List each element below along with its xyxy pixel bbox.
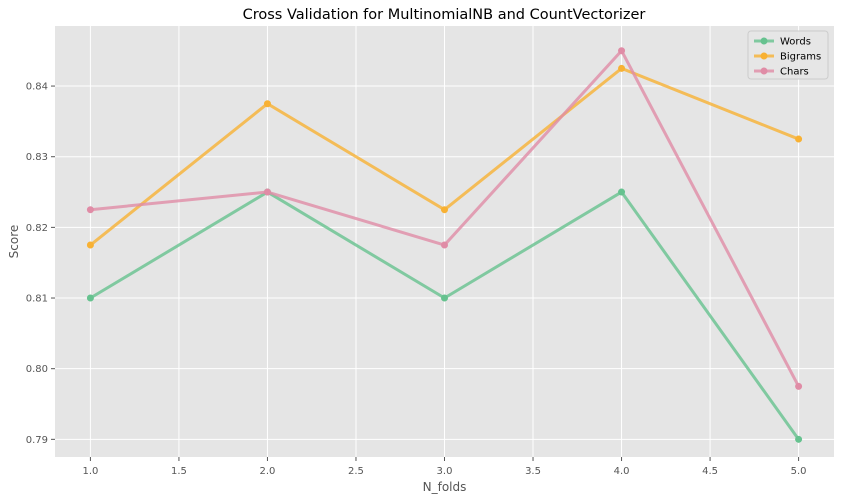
y-tick-label: 0.84 (26, 82, 48, 93)
y-tick-label: 0.81 (26, 294, 48, 305)
x-tick-label: 5.0 (791, 466, 807, 477)
x-tick-label: 2.5 (348, 466, 364, 477)
data-point-words (618, 188, 626, 196)
y-tick-label: 0.80 (26, 364, 48, 375)
data-point-words (86, 294, 94, 302)
x-tick-label: 3.5 (525, 466, 541, 477)
data-point-bigrams (86, 241, 94, 249)
legend-label-chars: Chars (780, 67, 809, 78)
data-point-chars (441, 241, 448, 249)
series-bigrams (86, 64, 803, 249)
data-point-words (795, 435, 803, 443)
data-point-chars (795, 382, 803, 390)
data-point-chars (86, 206, 94, 214)
legend-marker-words (760, 37, 768, 45)
chart-title: Cross Validation for MultinomialNB and C… (243, 7, 646, 23)
y-tick-label: 0.83 (26, 152, 48, 163)
legend-label-words: Words (780, 37, 811, 48)
legend-box (747, 30, 829, 80)
x-tick-label: 3.0 (437, 466, 453, 477)
data-point-bigrams (263, 100, 271, 108)
x-tick-label: 4.5 (702, 466, 718, 477)
series-chars (86, 47, 803, 390)
data-point-bigrams (795, 135, 803, 143)
legend: Words Bigrams Chars (747, 30, 829, 80)
data-point-chars (618, 47, 626, 55)
legend-label-bigrams: Bigrams (780, 52, 821, 63)
series (86, 47, 803, 443)
data-point-words (441, 294, 448, 302)
data-point-bigrams (441, 206, 448, 214)
x-tick-label: 1.0 (82, 466, 98, 477)
y-tick-label: 0.82 (26, 223, 48, 234)
data-point-chars (263, 188, 271, 196)
y-axis-label: Score (7, 225, 21, 259)
legend-marker-chars (760, 67, 768, 75)
axis-ticks: 1.0 1.5 2.0 2.5 3.0 3.5 4.0 4.5 5.0 0.79 0.80 0.81 0… (26, 82, 807, 477)
x-tick-label: 2.0 (260, 466, 276, 477)
data-point-bigrams (618, 64, 626, 72)
x-tick-label: 4.0 (614, 466, 630, 477)
legend-marker-bigrams (760, 52, 768, 60)
y-tick-label: 0.79 (26, 435, 48, 446)
x-tick-label: 1.5 (171, 466, 187, 477)
x-axis-label: N_folds (423, 480, 467, 494)
